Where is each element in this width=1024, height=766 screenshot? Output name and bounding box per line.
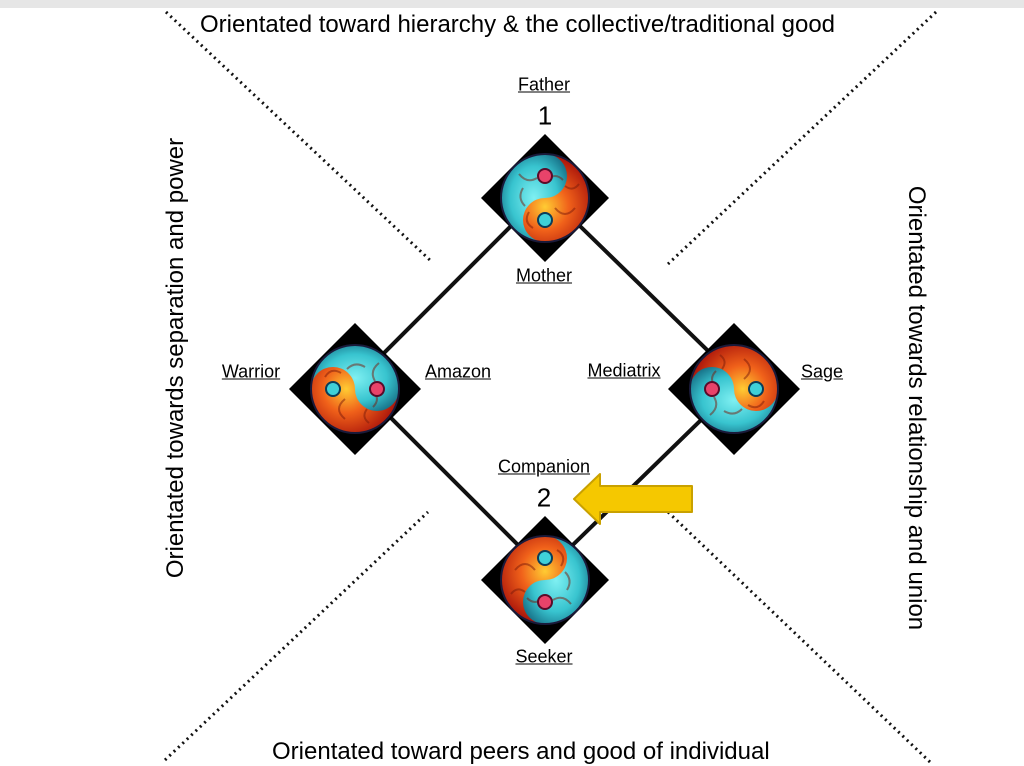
label-sage: Sage (800, 361, 844, 382)
dotted-diagonals (163, 10, 938, 764)
diagonal-bottom-right (666, 510, 932, 764)
label-mediatrix: Mediatrix (587, 360, 661, 381)
axis-label-right: Orientated towards relationship and unio… (903, 185, 930, 631)
label-father: Father (517, 74, 571, 95)
label-companion: Companion (497, 456, 591, 477)
yin-yang-bottom (481, 516, 609, 644)
arrow-left-icon (573, 473, 693, 525)
label-amazon: Amazon (424, 361, 492, 382)
yin-yang-right (668, 323, 800, 455)
axis-label-left: Orientated towards separation and power (162, 137, 189, 579)
label-warrior: Warrior (221, 361, 281, 382)
diagonal-top-left (164, 10, 434, 264)
axis-label-bottom: Orientated toward peers and good of indi… (272, 738, 770, 765)
label-mother: Mother (515, 265, 573, 286)
label-seeker: Seeker (515, 646, 573, 667)
axis-label-top: Orientated toward hierarchy & the collec… (200, 11, 836, 38)
yin-yang-left (289, 323, 421, 455)
number-1: 1 (537, 100, 553, 131)
number-2: 2 (536, 482, 552, 513)
top-bar (0, 0, 1024, 8)
yin-yang-top (481, 134, 609, 262)
diagonal-top-right (666, 10, 938, 266)
diagonal-bottom-left (163, 510, 430, 762)
